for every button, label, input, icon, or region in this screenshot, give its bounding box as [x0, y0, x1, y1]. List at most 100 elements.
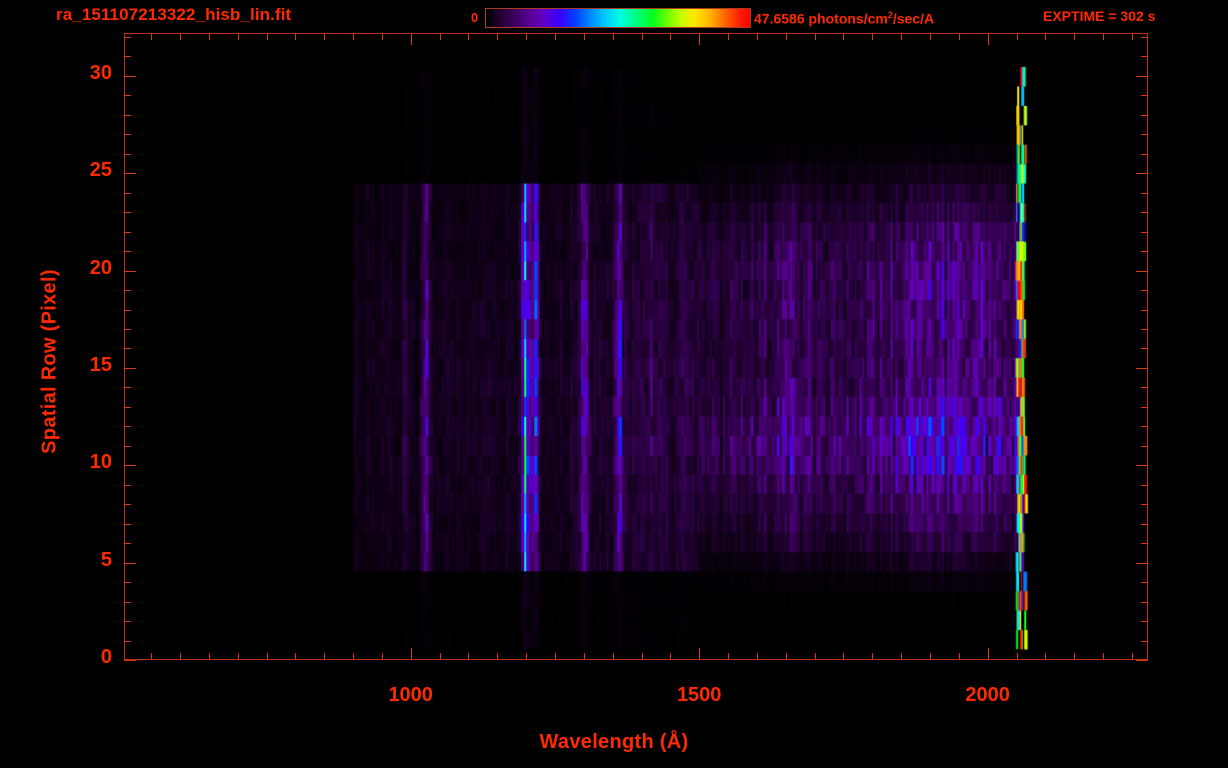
x-tick: [554, 653, 556, 660]
y-tick: [124, 56, 131, 58]
y-tick-right: [1136, 562, 1148, 564]
y-tick-right: [1136, 367, 1148, 369]
y-tick: [124, 660, 136, 661]
y-tick-label: 30: [89, 61, 112, 84]
x-tick-top: [929, 33, 931, 40]
x-tick: [410, 648, 412, 660]
x-tick-top: [670, 33, 672, 40]
y-tick: [124, 95, 131, 97]
y-tick: [124, 153, 131, 155]
y-tick-right: [1136, 75, 1148, 77]
x-tick: [1045, 653, 1047, 660]
x-tick: [612, 653, 614, 660]
colorbar-units-pre: photons/cm: [804, 10, 888, 27]
y-tick-right: [1141, 406, 1148, 408]
x-tick-top: [987, 33, 989, 45]
colorbar-min-label: 0: [471, 10, 479, 25]
y-tick-label: 20: [89, 256, 112, 279]
x-tick-top: [410, 33, 412, 45]
x-tick: [353, 653, 354, 660]
y-tick: [124, 36, 131, 38]
colorbar-units-exponent: 2: [887, 10, 893, 20]
y-tick-right: [1136, 173, 1148, 175]
x-tick-top: [381, 33, 383, 40]
y-tick: [124, 562, 136, 564]
x-tick: [814, 653, 816, 660]
y-tick-right: [1136, 270, 1148, 272]
colorbar: [485, 8, 751, 28]
x-tick: [756, 653, 758, 660]
x-tick-label: 1000: [388, 684, 433, 706]
x-tick: [381, 653, 383, 660]
y-tick: [124, 290, 131, 291]
x-tick: [1131, 653, 1133, 660]
y-tick-label: 5: [100, 548, 112, 571]
x-tick: [1103, 653, 1104, 660]
y-tick: [124, 75, 136, 77]
y-tick-right: [1141, 309, 1148, 311]
y-tick-right: [1136, 660, 1148, 661]
x-tick: [670, 653, 672, 660]
x-tick-top: [843, 33, 845, 40]
y-tick: [124, 329, 131, 330]
y-tick-right: [1141, 387, 1148, 389]
x-tick-top: [1131, 33, 1133, 40]
x-tick: [151, 653, 153, 660]
x-tick-top: [728, 33, 729, 40]
y-tick: [124, 523, 131, 525]
x-tick-top: [324, 33, 326, 40]
y-axis-label: Spatial Row (Pixel): [38, 269, 61, 454]
x-tick-top: [468, 33, 470, 40]
y-tick-right: [1141, 504, 1148, 506]
x-tick: [872, 653, 874, 660]
y-tick: [124, 309, 131, 311]
x-tick-top: [612, 33, 614, 40]
x-tick: [843, 653, 845, 660]
colorbar-units-post: /sec/A: [892, 10, 935, 27]
x-tick-top: [180, 33, 181, 40]
x-tick-label: 1500: [676, 684, 722, 706]
y-tick-right: [1141, 231, 1148, 233]
y-tick: [124, 173, 136, 175]
y-tick-right: [1141, 251, 1148, 253]
y-tick: [124, 445, 131, 447]
x-tick-top: [814, 33, 816, 40]
x-tick-top: [266, 33, 268, 40]
x-tick-top: [641, 33, 643, 40]
x-tick: [1016, 653, 1018, 660]
y-tick: [124, 114, 131, 116]
y-tick: [124, 367, 136, 369]
y-tick: [124, 387, 131, 389]
y-tick-right: [1141, 290, 1148, 291]
y-tick: [124, 192, 131, 194]
y-tick: [124, 543, 131, 545]
y-tick-right: [1141, 36, 1148, 38]
y-tick: [124, 426, 131, 428]
filename-title: ra_151107213322_hisb_lin.fit: [56, 5, 292, 24]
x-tick-top: [583, 33, 585, 40]
x-tick-top: [901, 33, 903, 40]
x-tick-top: [1045, 33, 1047, 40]
y-tick-right: [1141, 329, 1148, 330]
x-tick-label: 2000: [965, 684, 1010, 706]
x-tick: [208, 653, 210, 660]
x-tick-top: [1103, 33, 1104, 40]
y-tick-right: [1141, 601, 1148, 603]
x-tick: [728, 653, 729, 660]
y-tick-right: [1141, 95, 1148, 97]
x-tick-top: [872, 33, 874, 40]
x-tick: [699, 648, 701, 660]
x-tick-top: [699, 33, 701, 45]
x-tick: [526, 653, 528, 660]
y-tick-right: [1141, 543, 1148, 545]
y-tick: [124, 621, 131, 623]
x-tick-top: [151, 33, 153, 40]
y-tick-right: [1141, 56, 1148, 58]
y-tick: [124, 406, 131, 408]
x-tick-top: [756, 33, 758, 40]
y-tick-right: [1141, 212, 1148, 214]
y-tick: [124, 231, 131, 233]
y-tick-right: [1141, 153, 1148, 155]
y-tick-label: 15: [89, 353, 112, 376]
